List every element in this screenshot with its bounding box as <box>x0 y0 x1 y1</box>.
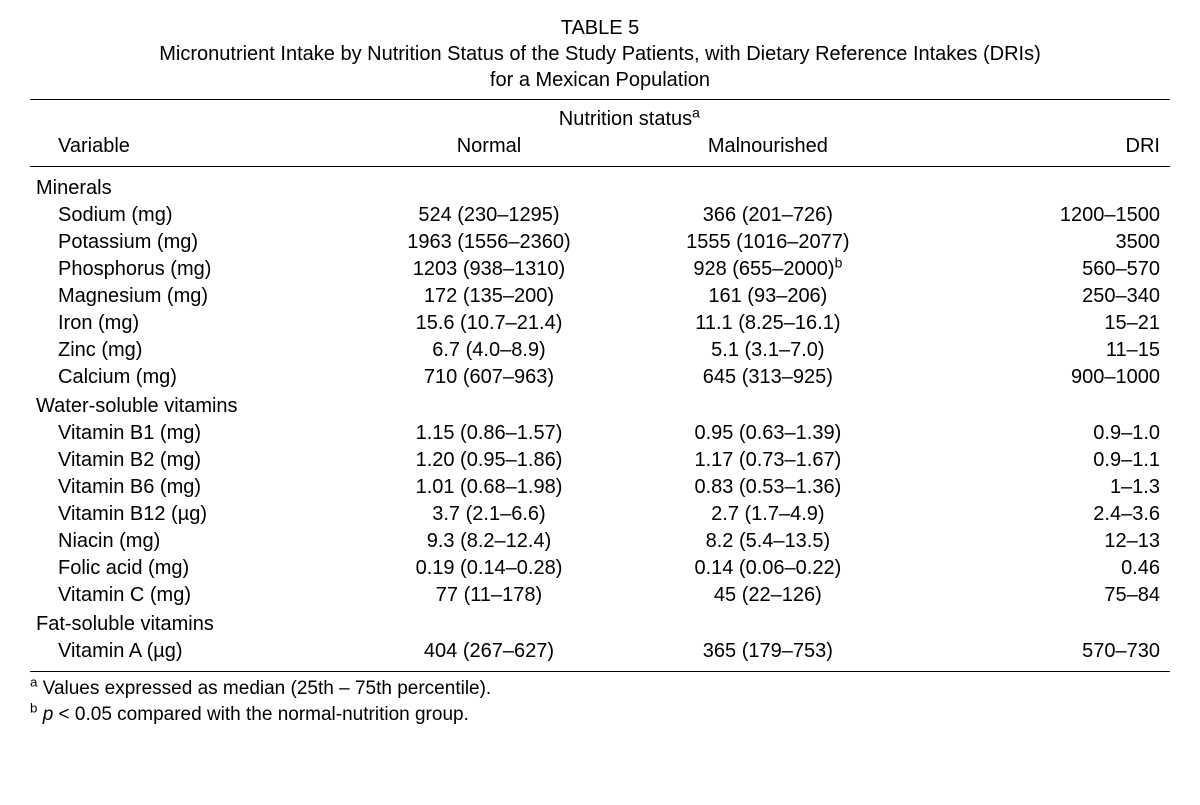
cell-dri: 250–340 <box>908 283 1170 310</box>
cell-normal: 1203 (938–1310) <box>351 256 628 283</box>
table-row: Vitamin B2 (mg)1.20 (0.95–1.86)1.17 (0.7… <box>30 447 1170 474</box>
cell-malnourished: 2.7 (1.7–4.9) <box>627 501 908 528</box>
section-header: Water-soluble vitamins <box>30 391 1170 420</box>
cell-normal: 1.15 (0.86–1.57) <box>351 420 628 447</box>
cell-malnourished: 8.2 (5.4–13.5) <box>627 528 908 555</box>
cell-dri: 1200–1500 <box>908 202 1170 229</box>
cell-malnourished: 928 (655–2000)b <box>627 256 908 283</box>
cell-malnourished: 11.1 (8.25–16.1) <box>627 310 908 337</box>
table-number: TABLE 5 <box>30 15 1170 41</box>
cell-dri: 15–21 <box>908 310 1170 337</box>
cell-variable: Vitamin A (µg) <box>30 638 351 665</box>
header-nutrition-status: Nutrition statusa <box>351 106 909 133</box>
cell-malnourished: 0.95 (0.63–1.39) <box>627 420 908 447</box>
cell-variable: Folic acid (mg) <box>30 555 351 582</box>
table-row: Potassium (mg)1963 (1556–2360)1555 (1016… <box>30 229 1170 256</box>
header-normal: Normal <box>351 133 628 160</box>
cell-dri: 0.9–1.0 <box>908 420 1170 447</box>
section-header: Fat-soluble vitamins <box>30 609 1170 638</box>
table-caption: TABLE 5 Micronutrient Intake by Nutritio… <box>30 15 1170 93</box>
cell-normal: 710 (607–963) <box>351 364 628 391</box>
cell-malnourished: 5.1 (3.1–7.0) <box>627 337 908 364</box>
cell-dri: 560–570 <box>908 256 1170 283</box>
cell-dri: 12–13 <box>908 528 1170 555</box>
cell-dri: 1–1.3 <box>908 474 1170 501</box>
cell-malnourished: 1.17 (0.73–1.67) <box>627 447 908 474</box>
footnote-a: a Values expressed as median (25th – 75t… <box>30 676 1170 702</box>
cell-malnourished: 161 (93–206) <box>627 283 908 310</box>
cell-dri: 570–730 <box>908 638 1170 665</box>
table-row: Sodium (mg)524 (230–1295)366 (201–726)12… <box>30 202 1170 229</box>
table-row: Niacin (mg)9.3 (8.2–12.4)8.2 (5.4–13.5)1… <box>30 528 1170 555</box>
cell-variable: Magnesium (mg) <box>30 283 351 310</box>
data-table: Nutrition statusa Variable Normal Malnou… <box>30 99 1170 672</box>
cell-malnourished: 366 (201–726) <box>627 202 908 229</box>
cell-malnourished: 0.83 (0.53–1.36) <box>627 474 908 501</box>
section-header: Minerals <box>30 173 1170 202</box>
cell-variable: Niacin (mg) <box>30 528 351 555</box>
cell-normal: 1.01 (0.68–1.98) <box>351 474 628 501</box>
cell-normal: 77 (11–178) <box>351 582 628 609</box>
cell-malnourished: 365 (179–753) <box>627 638 908 665</box>
footnote-marker: b <box>835 254 843 270</box>
cell-normal: 15.6 (10.7–21.4) <box>351 310 628 337</box>
cell-normal: 0.19 (0.14–0.28) <box>351 555 628 582</box>
cell-variable: Vitamin B6 (mg) <box>30 474 351 501</box>
table-title-line1: Micronutrient Intake by Nutrition Status… <box>30 41 1170 67</box>
table-row: Magnesium (mg)172 (135–200)161 (93–206)2… <box>30 283 1170 310</box>
cell-variable: Phosphorus (mg) <box>30 256 351 283</box>
table-row: Vitamin B12 (µg)3.7 (2.1–6.6)2.7 (1.7–4.… <box>30 501 1170 528</box>
cell-variable: Potassium (mg) <box>30 229 351 256</box>
cell-normal: 3.7 (2.1–6.6) <box>351 501 628 528</box>
cell-dri: 900–1000 <box>908 364 1170 391</box>
table-footnotes: a Values expressed as median (25th – 75t… <box>30 676 1170 727</box>
cell-malnourished: 0.14 (0.06–0.22) <box>627 555 908 582</box>
cell-variable: Vitamin B1 (mg) <box>30 420 351 447</box>
header-variable: Variable <box>30 133 351 160</box>
cell-variable: Vitamin B12 (µg) <box>30 501 351 528</box>
cell-dri: 3500 <box>908 229 1170 256</box>
cell-normal: 404 (267–627) <box>351 638 628 665</box>
table-row: Calcium (mg)710 (607–963)645 (313–925)90… <box>30 364 1170 391</box>
table-row: Iron (mg)15.6 (10.7–21.4)11.1 (8.25–16.1… <box>30 310 1170 337</box>
section-name: Fat-soluble vitamins <box>30 609 1170 638</box>
table-row: Vitamin C (mg)77 (11–178)45 (22–126)75–8… <box>30 582 1170 609</box>
section-name: Minerals <box>30 173 1170 202</box>
table-row: Vitamin A (µg)404 (267–627)365 (179–753)… <box>30 638 1170 665</box>
table-title-line2: for a Mexican Population <box>30 67 1170 93</box>
cell-normal: 524 (230–1295) <box>351 202 628 229</box>
section-name: Water-soluble vitamins <box>30 391 1170 420</box>
cell-variable: Vitamin B2 (mg) <box>30 447 351 474</box>
cell-dri: 0.46 <box>908 555 1170 582</box>
cell-variable: Vitamin C (mg) <box>30 582 351 609</box>
cell-normal: 6.7 (4.0–8.9) <box>351 337 628 364</box>
table-row: Phosphorus (mg)1203 (938–1310)928 (655–2… <box>30 256 1170 283</box>
table-row: Vitamin B6 (mg)1.01 (0.68–1.98)0.83 (0.5… <box>30 474 1170 501</box>
table-row: Vitamin B1 (mg)1.15 (0.86–1.57)0.95 (0.6… <box>30 420 1170 447</box>
cell-malnourished: 1555 (1016–2077) <box>627 229 908 256</box>
cell-normal: 1.20 (0.95–1.86) <box>351 447 628 474</box>
cell-dri: 11–15 <box>908 337 1170 364</box>
cell-normal: 9.3 (8.2–12.4) <box>351 528 628 555</box>
table-row: Folic acid (mg)0.19 (0.14–0.28)0.14 (0.0… <box>30 555 1170 582</box>
cell-variable: Sodium (mg) <box>30 202 351 229</box>
cell-dri: 0.9–1.1 <box>908 447 1170 474</box>
cell-malnourished: 645 (313–925) <box>627 364 908 391</box>
cell-dri: 75–84 <box>908 582 1170 609</box>
cell-normal: 1963 (1556–2360) <box>351 229 628 256</box>
cell-variable: Calcium (mg) <box>30 364 351 391</box>
cell-malnourished: 45 (22–126) <box>627 582 908 609</box>
cell-dri: 2.4–3.6 <box>908 501 1170 528</box>
header-dri: DRI <box>908 133 1170 160</box>
header-malnourished: Malnourished <box>627 133 908 160</box>
cell-variable: Zinc (mg) <box>30 337 351 364</box>
cell-normal: 172 (135–200) <box>351 283 628 310</box>
footnote-b: b p < 0.05 compared with the normal-nutr… <box>30 702 1170 728</box>
table-container: TABLE 5 Micronutrient Intake by Nutritio… <box>30 15 1170 727</box>
table-body: MineralsSodium (mg)524 (230–1295)366 (20… <box>30 167 1170 672</box>
table-header: Nutrition statusa Variable Normal Malnou… <box>30 100 1170 167</box>
table-row: Zinc (mg)6.7 (4.0–8.9)5.1 (3.1–7.0)11–15 <box>30 337 1170 364</box>
cell-variable: Iron (mg) <box>30 310 351 337</box>
